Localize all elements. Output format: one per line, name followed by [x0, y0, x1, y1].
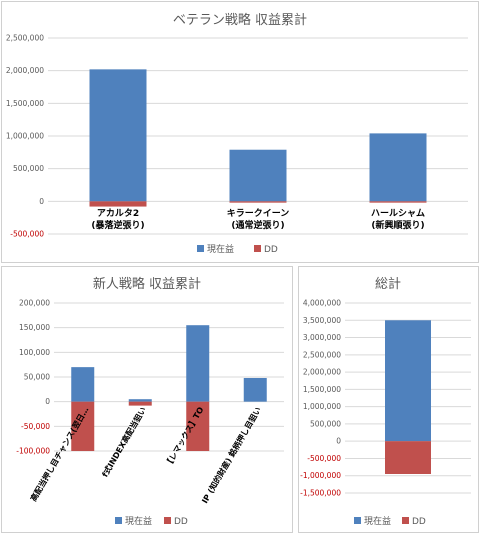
- y-tick-label: -1,000,000: [300, 471, 341, 480]
- total-chart: 総計 4,000,000 3,500,000 3,000,000 2,500,000 2…: [300, 276, 471, 527]
- newcomer-bars: [71, 325, 267, 451]
- newcomer-y-axis: 200,000 150,000 100,000 50,000 0 -50,000 -100,…: [16, 299, 50, 456]
- y-tick-label: 2,000,000: [303, 368, 341, 377]
- x-tick-label: (暴落逆張り): [91, 219, 144, 231]
- newcomer-chart: 新人戦略 収益累計 200,000 150,000 100,000 50,000 0 -5…: [16, 276, 284, 527]
- bar-profit: [243, 377, 267, 402]
- bar-dd: [71, 401, 95, 451]
- x-tick-label: (通常逆張り): [231, 219, 284, 231]
- newcomer-chart-panel: 新人戦略 収益累計 200,000 150,000 100,000 50,000 0 -5…: [1, 266, 293, 533]
- veteran-bars: [89, 69, 427, 207]
- y-tick-label: 1,500,000: [6, 99, 44, 108]
- x-tick-label: f式INDEX高配当狙い: [100, 405, 148, 479]
- y-tick-label: 2,500,000: [6, 34, 44, 43]
- bar-profit: [369, 133, 427, 202]
- legend-label-profit: 現在益: [364, 515, 391, 527]
- x-tick-label: (新興順張り): [371, 219, 424, 231]
- total-bars: [385, 320, 431, 474]
- bar-dd: [385, 441, 431, 474]
- y-tick-label: 3,500,000: [303, 316, 341, 325]
- newcomer-chart-title: 新人戦略 収益累計: [93, 276, 201, 292]
- veteran-x-axis: アカルタ2(暴落逆張り) キラークイーン(通常逆張り) ハールシャム(新興順張り): [91, 207, 425, 231]
- bar-dd: [369, 201, 427, 203]
- legend-swatch-dd: [254, 245, 261, 252]
- y-tick-label: 1,000,000: [6, 132, 44, 141]
- total-legend: 現在益 DD: [354, 515, 426, 527]
- y-tick-label: 500,000: [310, 419, 341, 428]
- y-tick-label: 4,000,000: [303, 299, 341, 308]
- bar-profit: [128, 399, 152, 402]
- y-tick-label: 200,000: [19, 299, 50, 308]
- total-chart-title: 総計: [375, 276, 401, 292]
- bar-dd: [186, 401, 210, 451]
- veteran-chart-panel: ベテラン戦略 収益累計 2,500,000 2,000,000 1,500,000 1…: [1, 1, 479, 263]
- legend-label-dd: DD: [264, 245, 278, 255]
- y-tick-label: -500,000: [307, 454, 341, 463]
- bar-profit: [229, 149, 287, 202]
- y-tick-label: 150,000: [19, 323, 50, 332]
- y-tick-label: -500,000: [10, 230, 44, 239]
- bar-profit: [385, 320, 431, 442]
- y-tick-label: 0: [39, 197, 44, 206]
- y-tick-label: -100,000: [16, 447, 50, 456]
- y-tick-label: 0: [336, 437, 341, 446]
- y-tick-label: 100,000: [19, 348, 50, 357]
- x-tick-label: アカルタ2: [97, 207, 139, 219]
- bar-dd: [89, 201, 147, 207]
- y-tick-label: -1,500,000: [300, 489, 341, 498]
- y-tick-label: 1,500,000: [303, 385, 341, 394]
- legend-swatch-profit: [197, 245, 204, 252]
- y-tick-label: 1,000,000: [303, 402, 341, 411]
- legend-swatch-dd: [164, 517, 171, 524]
- bar-profit: [89, 69, 147, 202]
- bar-dd: [128, 401, 152, 406]
- newcomer-legend: 現在益 DD: [115, 515, 188, 527]
- y-tick-label: 2,500,000: [303, 350, 341, 359]
- total-chart-panel: 総計 4,000,000 3,500,000 3,000,000 2,500,000 2…: [298, 266, 479, 533]
- veteran-chart: ベテラン戦略 収益累計 2,500,000 2,000,000 1,500,000 1…: [6, 12, 468, 255]
- veteran-legend: 現在益 DD: [197, 243, 278, 255]
- y-tick-label: 50,000: [24, 373, 50, 382]
- bar-dd: [229, 201, 287, 203]
- veteran-chart-title: ベテラン戦略 収益累計: [173, 12, 307, 28]
- legend-swatch-dd: [402, 517, 409, 524]
- y-tick-label: 0: [45, 397, 50, 406]
- bar-profit: [71, 367, 95, 402]
- legend-swatch-profit: [354, 517, 361, 524]
- y-tick-label: 500,000: [13, 164, 44, 173]
- total-y-axis: 4,000,000 3,500,000 3,000,000 2,500,000 2,00…: [300, 299, 341, 498]
- veteran-y-axis: 2,500,000 2,000,000 1,500,000 1,000,000 500,…: [6, 34, 44, 239]
- legend-label-dd: DD: [174, 517, 188, 527]
- y-tick-label: 3,000,000: [303, 333, 341, 342]
- legend-label-profit: 現在益: [125, 515, 152, 527]
- legend-label-dd: DD: [412, 517, 426, 527]
- y-tick-label: -50,000: [21, 422, 50, 431]
- y-tick-label: 2,000,000: [6, 66, 44, 75]
- legend-swatch-profit: [115, 517, 122, 524]
- bar-profit: [186, 325, 210, 402]
- legend-label-profit: 現在益: [207, 243, 234, 255]
- x-tick-label: キラークイーン: [227, 208, 290, 219]
- x-tick-label: ハールシャム: [371, 208, 425, 219]
